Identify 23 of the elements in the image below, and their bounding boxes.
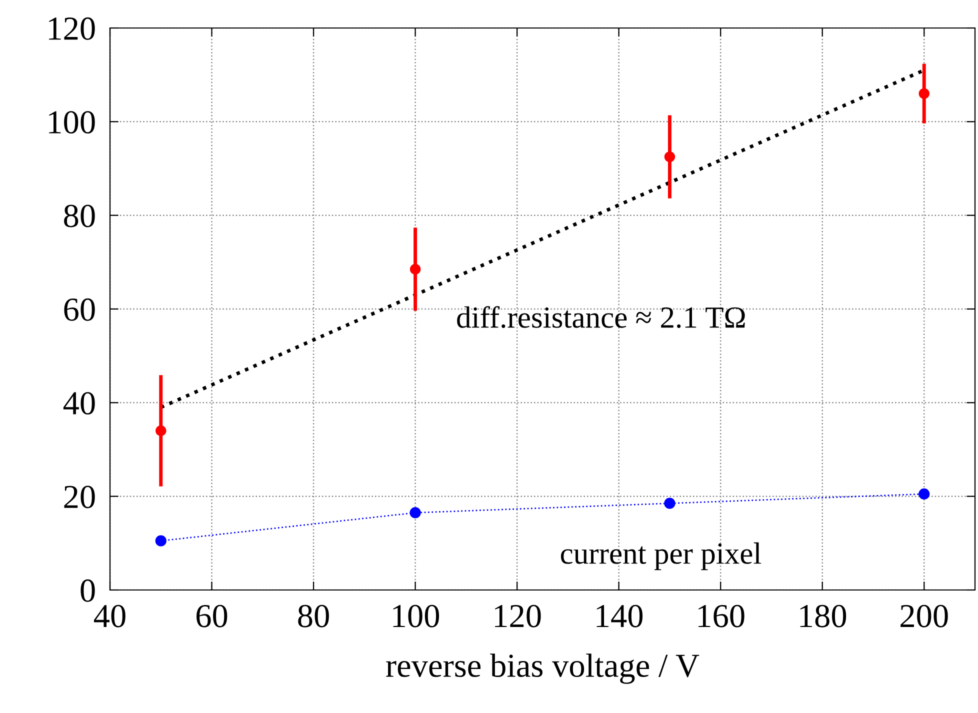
x-axis-title: reverse bias voltage / V (386, 654, 700, 684)
y-tick-label: 0 (80, 579, 95, 602)
y-tick-label: 20 (64, 486, 95, 508)
point (410, 507, 421, 518)
x-tick-label: 140 (596, 604, 643, 628)
point (918, 488, 930, 500)
x-tick-label: 100 (393, 604, 440, 628)
y-tick-label: 40 (63, 392, 95, 415)
y-tick-label: 60 (64, 298, 95, 321)
x-tick-label: 80 (298, 604, 329, 628)
x-tick-label: 200 (900, 604, 948, 628)
x-tick-label: 160 (698, 604, 744, 628)
point (155, 535, 166, 546)
annotation: current per pixel (560, 542, 762, 570)
y-tick-label: 120 (49, 17, 95, 40)
y-tick-label: 100 (49, 111, 95, 134)
x-tick-label: 120 (494, 604, 541, 628)
annotation: diff.resistance ≈ 2.1 TΩ (457, 306, 745, 328)
x-tick-label: 60 (196, 604, 228, 628)
point (664, 498, 676, 509)
x-tick-label: 180 (800, 604, 846, 628)
x-tick-label: 40 (94, 604, 126, 628)
y-tick-label: 80 (64, 204, 95, 228)
